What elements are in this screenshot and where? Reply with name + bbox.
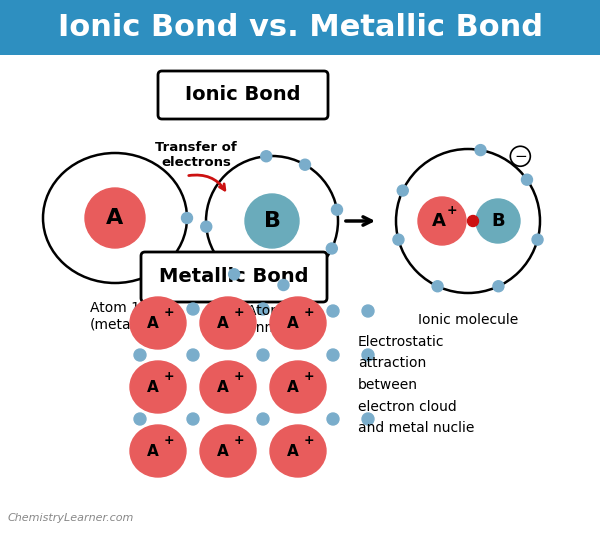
Text: Transfer of
electrons: Transfer of electrons (155, 141, 237, 169)
Text: +: + (164, 306, 175, 319)
Circle shape (327, 413, 339, 425)
Text: Ionic Bond vs. Metallic Bond: Ionic Bond vs. Metallic Bond (58, 12, 542, 42)
FancyBboxPatch shape (141, 252, 327, 302)
Circle shape (245, 194, 299, 248)
Circle shape (261, 151, 272, 161)
Circle shape (432, 281, 443, 292)
Circle shape (418, 197, 466, 245)
Text: A: A (432, 212, 446, 230)
Text: +: + (164, 434, 175, 448)
Circle shape (134, 305, 146, 317)
Ellipse shape (130, 425, 186, 477)
Circle shape (187, 349, 199, 361)
Ellipse shape (270, 361, 326, 413)
Text: B: B (263, 211, 281, 231)
Circle shape (257, 413, 269, 425)
Ellipse shape (130, 297, 186, 349)
Circle shape (327, 349, 339, 361)
Text: +: + (304, 370, 314, 384)
Text: A: A (147, 443, 159, 458)
Text: +: + (233, 306, 244, 319)
Circle shape (229, 269, 239, 280)
Circle shape (257, 303, 269, 315)
Circle shape (362, 349, 374, 361)
Ellipse shape (200, 425, 256, 477)
Ellipse shape (270, 297, 326, 349)
Text: +: + (164, 370, 175, 384)
Text: Atom 2
(nonmetal): Atom 2 (nonmetal) (233, 304, 310, 334)
Circle shape (201, 221, 212, 232)
Text: +: + (304, 434, 314, 448)
Text: −: − (514, 149, 527, 164)
Text: A: A (106, 208, 124, 228)
Text: Electrostatic
attraction
between
electron cloud
and metal nuclie: Electrostatic attraction between electro… (358, 335, 475, 435)
Text: +: + (446, 204, 457, 216)
Bar (0, 0, 600, 55)
Circle shape (397, 185, 408, 196)
Circle shape (134, 413, 146, 425)
Circle shape (278, 279, 289, 290)
Circle shape (182, 213, 193, 223)
Circle shape (393, 234, 404, 245)
Circle shape (362, 305, 374, 317)
Circle shape (299, 159, 311, 170)
Circle shape (467, 215, 479, 227)
Text: A: A (217, 316, 229, 330)
Ellipse shape (200, 361, 256, 413)
Circle shape (532, 234, 543, 245)
Text: +: + (233, 370, 244, 384)
Circle shape (511, 146, 530, 166)
Ellipse shape (130, 361, 186, 413)
Text: A: A (287, 316, 299, 330)
Text: Atom 1
(metal): Atom 1 (metal) (89, 301, 140, 331)
Text: ChemistryLearner.com: ChemistryLearner.com (8, 513, 134, 523)
Circle shape (331, 204, 343, 215)
Text: Ionic molecule: Ionic molecule (418, 313, 518, 327)
Circle shape (362, 413, 374, 425)
Ellipse shape (270, 425, 326, 477)
Circle shape (187, 303, 199, 315)
Circle shape (134, 349, 146, 361)
Text: +: + (304, 306, 314, 319)
Text: A: A (217, 379, 229, 394)
Circle shape (493, 281, 504, 292)
Text: A: A (147, 316, 159, 330)
Circle shape (326, 243, 337, 254)
Text: A: A (217, 443, 229, 458)
Circle shape (187, 413, 199, 425)
Circle shape (85, 188, 145, 248)
Circle shape (257, 349, 269, 361)
Text: Ionic Bond: Ionic Bond (185, 85, 301, 104)
Text: +: + (233, 434, 244, 448)
Ellipse shape (200, 297, 256, 349)
FancyBboxPatch shape (158, 71, 328, 119)
Text: Metallic Bond: Metallic Bond (159, 268, 309, 287)
Circle shape (475, 144, 486, 156)
Text: B: B (491, 212, 505, 230)
Circle shape (327, 305, 339, 317)
Text: A: A (147, 379, 159, 394)
Circle shape (521, 174, 532, 185)
Circle shape (476, 199, 520, 243)
Text: A: A (287, 443, 299, 458)
Text: A: A (287, 379, 299, 394)
